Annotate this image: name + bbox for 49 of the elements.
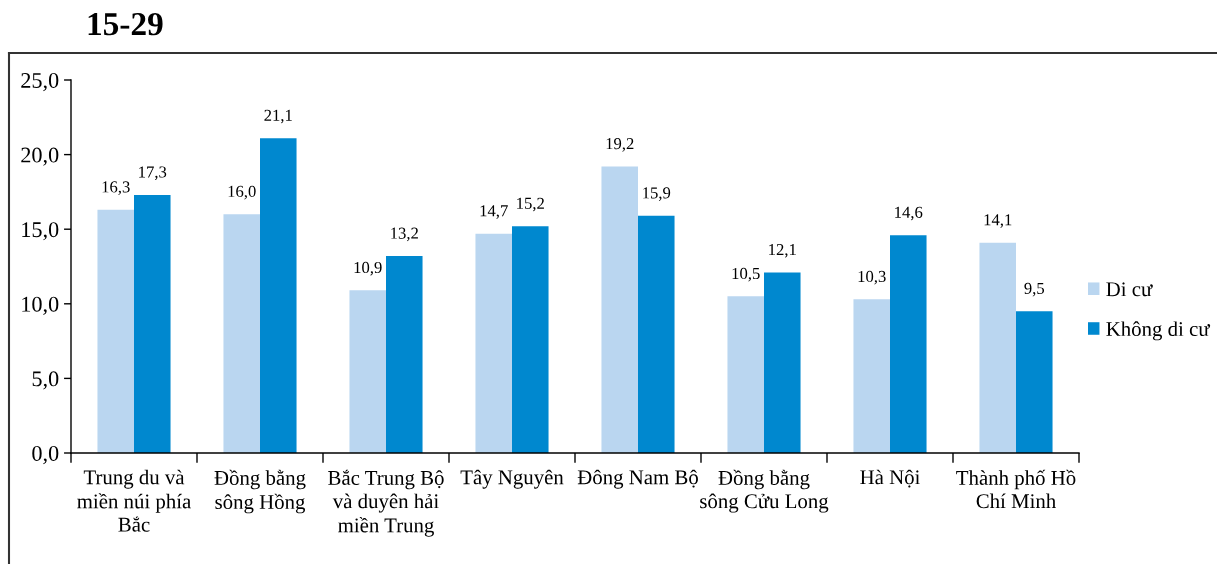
data-label: 14,1 xyxy=(984,214,1012,228)
data-label: 12,1 xyxy=(769,243,796,258)
y-tick-label: 0,0 xyxy=(32,445,59,465)
bar xyxy=(764,272,801,453)
data-label: 17,3 xyxy=(139,166,167,181)
y-tick-label: 25,0 xyxy=(21,72,59,92)
x-tick-label: Bắc Trung Bộ và duyên hải miền Trung xyxy=(328,469,444,537)
bar xyxy=(223,214,260,453)
legend-label: Không di cư xyxy=(1106,321,1211,341)
bar xyxy=(890,235,927,453)
bar xyxy=(979,242,1016,453)
x-tick-label: Đông Nam Bộ xyxy=(577,469,698,489)
bar xyxy=(349,290,386,453)
data-label: 9,5 xyxy=(1024,282,1045,297)
data-label: 14,6 xyxy=(895,206,923,221)
legend-label: Di cư xyxy=(1106,282,1153,297)
data-label: 14,7 xyxy=(480,205,508,219)
data-label: 16,3 xyxy=(102,181,130,195)
data-label: 10,3 xyxy=(858,270,886,285)
data-label: 13,2 xyxy=(391,227,418,242)
bar xyxy=(475,233,512,453)
bar xyxy=(134,194,171,453)
bar xyxy=(727,296,764,453)
x-tick-label: Tây Nguyên xyxy=(460,469,564,489)
bar xyxy=(601,166,638,453)
data-label: 10,9 xyxy=(354,261,382,276)
x-tick-label: Đồng bằng sông Cửu Long xyxy=(700,469,829,513)
y-tick-label: 5,0 xyxy=(32,371,59,390)
data-label: 21,1 xyxy=(264,109,292,124)
bar xyxy=(638,215,675,453)
x-tick-label: Trung du và miền núi phía Bắc xyxy=(77,469,191,532)
bar xyxy=(1016,311,1053,453)
y-tick-label: 15,0 xyxy=(22,222,59,241)
data-label: 16,0 xyxy=(228,185,256,200)
chart-title: 15-29 xyxy=(88,12,163,36)
x-tick-label: Thành phố Hồ Chí Minh xyxy=(956,469,1076,509)
bar xyxy=(97,209,134,453)
x-tick-label: Hà Nội xyxy=(860,469,920,488)
x-tick-label: Đồng bằng sông Hồng xyxy=(214,469,306,514)
bar xyxy=(853,299,890,453)
y-tick-label: 20,0 xyxy=(21,147,59,166)
bar xyxy=(260,138,297,453)
data-label: 15,9 xyxy=(643,187,671,201)
bar xyxy=(512,226,549,453)
y-tick-label: 10,0 xyxy=(22,296,59,315)
data-label: 19,2 xyxy=(606,138,634,152)
data-label: 10,5 xyxy=(732,267,760,282)
data-label: 15,2 xyxy=(517,197,544,212)
bar xyxy=(386,256,423,453)
